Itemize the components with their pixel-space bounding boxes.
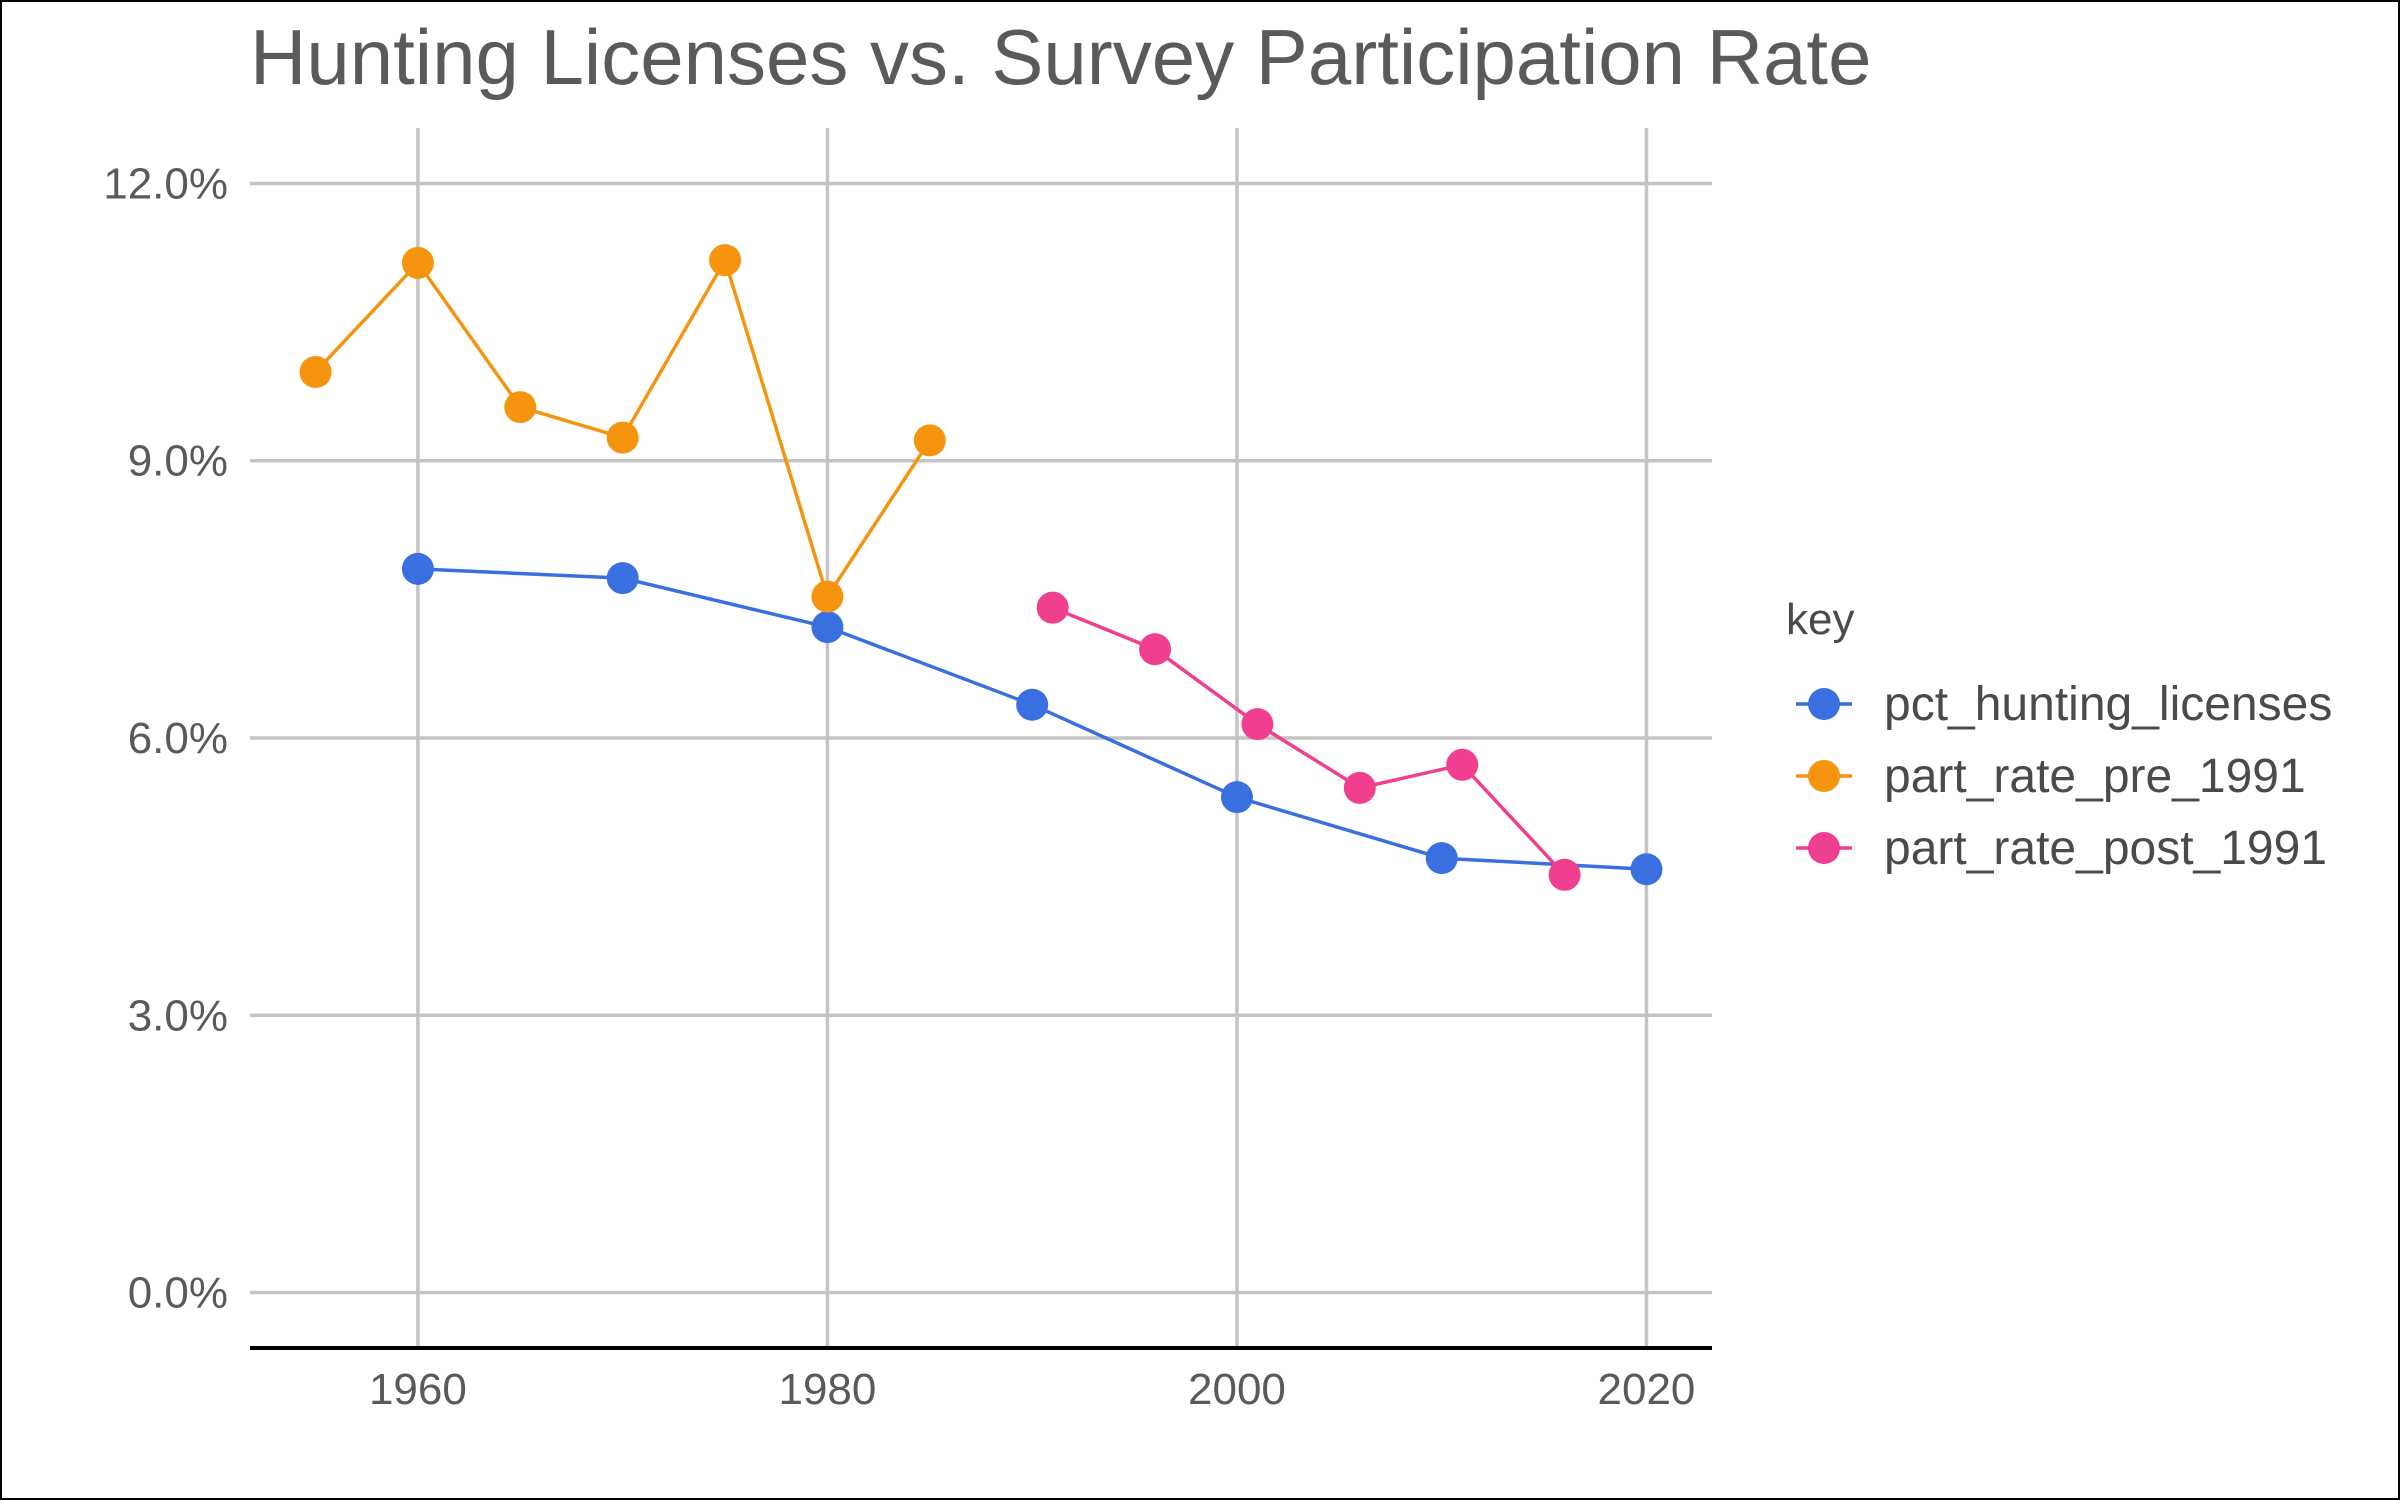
y-tick-label: 12.0% [103, 159, 228, 208]
data-point-part_rate_pre_1991 [606, 421, 639, 454]
legend-item-part_rate_pre_1991: part_rate_pre_1991 [1796, 750, 2306, 803]
x-tick-label: 2020 [1598, 1365, 1696, 1414]
x-tick-label: 1980 [778, 1365, 876, 1414]
data-point-pct_hunting_licenses [1220, 781, 1253, 814]
data-point-part_rate_pre_1991 [709, 244, 742, 277]
series-part_rate_pre_1991 [299, 244, 946, 613]
data-point-pct_hunting_licenses [811, 611, 844, 644]
data-point-pct_hunting_licenses [1425, 842, 1458, 875]
y-tick-label: 9.0% [128, 437, 228, 486]
data-point-part_rate_pre_1991 [913, 424, 946, 457]
series-part_rate_post_1991 [1036, 591, 1581, 891]
series-line-part_rate_post_1991 [1052, 606, 1566, 876]
legend-key-point [1808, 760, 1840, 792]
legend-label: pct_hunting_licenses [1884, 678, 2332, 731]
data-point-part_rate_pre_1991 [401, 246, 434, 279]
legend-key-point [1808, 832, 1840, 864]
legend-title: key [1786, 595, 1854, 644]
data-point-pct_hunting_licenses [606, 562, 639, 595]
y-tick-label: 3.0% [128, 991, 228, 1040]
legend-label: part_rate_post_1991 [1884, 822, 2327, 875]
data-point-part_rate_post_1991 [1241, 708, 1274, 741]
data-point-pct_hunting_licenses [401, 552, 434, 585]
data-point-part_rate_post_1991 [1343, 771, 1376, 804]
legend: key pct_hunting_licenses part_rate_pre_19… [1786, 595, 2332, 875]
data-point-part_rate_post_1991 [1036, 591, 1069, 624]
data-point-part_rate_post_1991 [1446, 748, 1479, 781]
y-tick-label: 0.0% [128, 1269, 228, 1318]
legend-item-part_rate_post_1991: part_rate_post_1991 [1796, 822, 2327, 875]
axes: 0.0% 3.0% 6.0% 9.0% 12.0% 1960 1980 2000 2020 [103, 159, 1712, 1414]
y-tick-label: 6.0% [128, 714, 228, 763]
data-point-part_rate_post_1991 [1139, 633, 1172, 666]
x-tick-label: 1960 [369, 1365, 467, 1414]
data-point-pct_hunting_licenses [1630, 853, 1663, 886]
legend-item-pct_hunting_licenses: pct_hunting_licenses [1796, 678, 2332, 731]
data-point-part_rate_pre_1991 [811, 580, 844, 613]
legend-key-point [1808, 688, 1840, 720]
legend-label: part_rate_pre_1991 [1884, 750, 2306, 803]
data-point-part_rate_post_1991 [1548, 858, 1581, 891]
data-point-part_rate_pre_1991 [504, 391, 537, 424]
x-tick-label: 2000 [1188, 1365, 1286, 1414]
data-point-part_rate_pre_1991 [299, 356, 332, 388]
series-layer [299, 244, 1663, 891]
gridlines [250, 128, 1712, 1348]
series-pct_hunting_licenses [401, 552, 1663, 886]
data-point-pct_hunting_licenses [1016, 688, 1049, 721]
chart-title: Hunting Licenses vs. Survey Participatio… [250, 13, 1871, 101]
